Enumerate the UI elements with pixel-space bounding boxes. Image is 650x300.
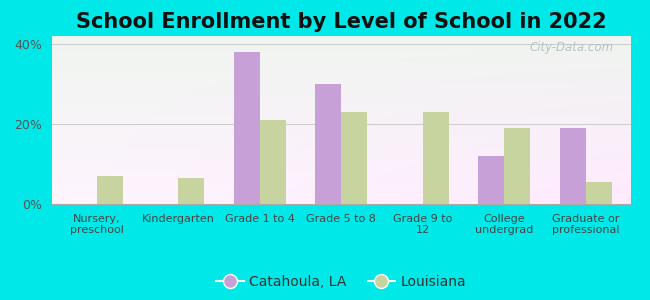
Legend: Catahoula, LA, Louisiana: Catahoula, LA, Louisiana [211,269,472,295]
Title: School Enrollment by Level of School in 2022: School Enrollment by Level of School in … [76,12,606,32]
Bar [234,52,260,204]
Bar [478,156,504,204]
Bar [422,112,448,204]
Bar [560,128,586,204]
Text: City-Data.com: City-Data.com [529,41,613,54]
Bar [178,178,204,204]
Bar [97,176,123,204]
Bar [315,84,341,204]
Bar [504,128,530,204]
Bar [260,120,286,204]
Bar [341,112,367,204]
Bar [586,182,612,204]
